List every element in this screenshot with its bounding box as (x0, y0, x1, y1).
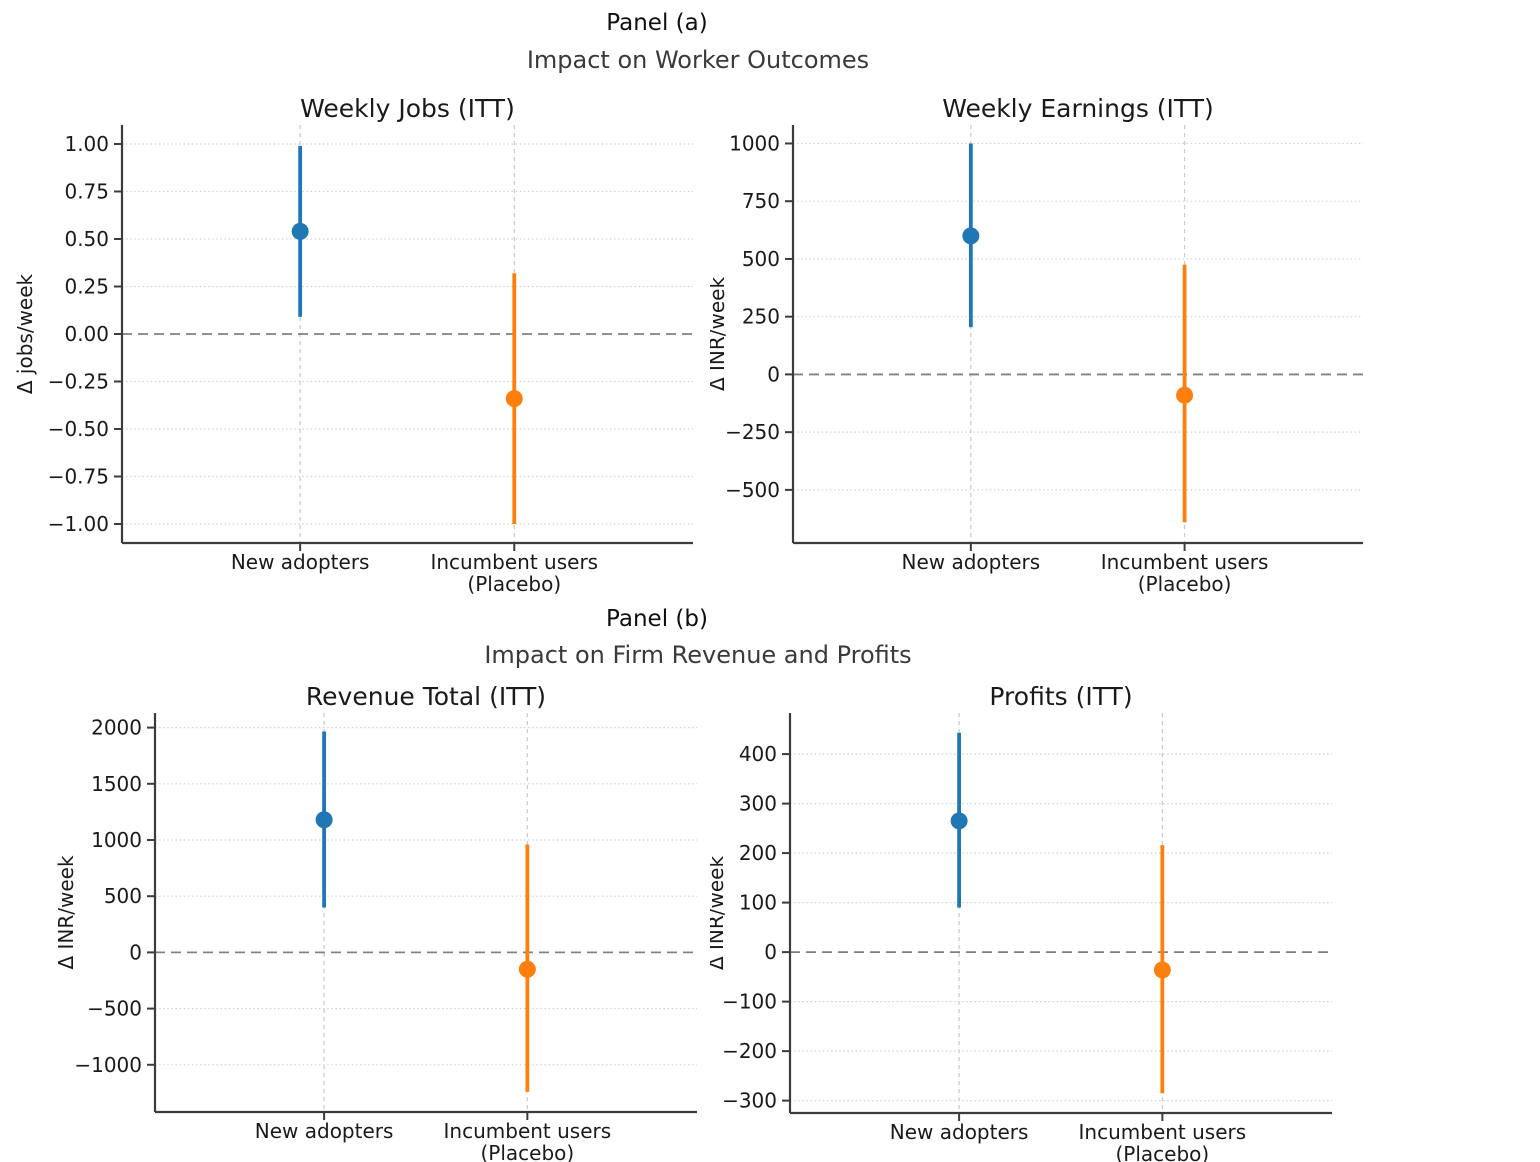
y-tick-label: 250 (742, 305, 780, 329)
y-tick-label: −0.25 (48, 370, 109, 394)
point-marker (1153, 961, 1171, 979)
x-tick-label: New adopters (890, 1120, 1029, 1144)
x-tick-label: New adopters (255, 1119, 394, 1143)
chart-weekly-earnings: 1000 750 500 250 0 −250 −500 New adopters Incumb… (705, 88, 1390, 600)
y-tick-label: 400 (739, 742, 777, 766)
y-tick-label: −200 (722, 1039, 777, 1063)
y-tick-label: −500 (87, 997, 142, 1021)
point-marker (505, 390, 523, 408)
chart-profits: 400 300 200 100 0 −100 −200 −300 New adopters Inc… (704, 645, 1390, 1162)
point-marker (315, 811, 333, 829)
x-tick-label: New adopters (902, 550, 1041, 574)
x-tick-label: (Placebo) (467, 572, 561, 596)
x-tick-label: (Placebo) (1115, 1142, 1209, 1162)
chart-canvas: 2000 1500 1000 500 0 −500 −1000 New adopters Inc… (54, 682, 697, 1162)
y-tick-label: 0 (767, 362, 780, 386)
y-tick-label: 1.00 (64, 132, 109, 156)
point-marker (962, 227, 980, 245)
y-tick-label: −1000 (74, 1053, 142, 1077)
y-axis-label: Δ INR/week (54, 855, 78, 970)
y-tick-label: 0 (129, 940, 142, 964)
y-tick-label: −0.75 (48, 465, 109, 489)
y-tick-label: 2000 (91, 716, 142, 740)
chart-canvas: 1.00 0.75 0.50 0.25 0.00 −0.25 −0.50 −0.75 −1.00… (13, 94, 693, 596)
y-tick-label: 1000 (91, 828, 142, 852)
y-tick-label: −0.50 (48, 417, 109, 441)
y-axis-label: Δ INR/week (710, 856, 728, 971)
panel-b-subtitle: Impact on Firm Revenue and Profits (484, 641, 912, 669)
chart-title: Revenue Total (ITT) (306, 682, 546, 711)
y-tick-label: 300 (739, 792, 777, 816)
x-tick-label: New adopters (231, 550, 370, 574)
y-tick-label: −1.00 (48, 512, 109, 536)
chart-canvas: 400 300 200 100 0 −100 −200 −300 New adopters Inc… (704, 682, 1332, 1162)
y-tick-label: 500 (104, 884, 142, 908)
chart-canvas: 1000 750 500 250 0 −250 −500 New adopters Incumb… (705, 94, 1363, 596)
panel-a-label: Panel (a) (606, 10, 708, 36)
panel-a-subtitle: Impact on Worker Outcomes (526, 46, 870, 74)
x-tick-label: Incumbent users (1101, 550, 1269, 574)
x-tick-label: Incumbent users (430, 550, 598, 574)
y-tick-label: 750 (742, 189, 780, 213)
y-tick-label: 0.25 (64, 275, 109, 299)
y-tick-label: 100 (739, 891, 777, 915)
chart-weekly-jobs: 1.00 0.75 0.50 0.25 0.00 −0.25 −0.50 −0.75 −1.00… (0, 88, 710, 600)
y-axis-label: Δ jobs/week (13, 273, 37, 394)
panel-b-label: Panel (b) (606, 606, 708, 632)
x-tick-label: Incumbent users (444, 1119, 612, 1143)
y-tick-label: −100 (722, 990, 777, 1014)
x-tick-label: (Placebo) (1138, 572, 1232, 596)
y-tick-label: −250 (725, 420, 780, 444)
y-tick-label: 0.50 (64, 227, 109, 251)
chart-title: Profits (ITT) (989, 682, 1132, 711)
point-marker (1176, 386, 1194, 404)
point-marker (518, 960, 536, 978)
chart-title: Weekly Jobs (ITT) (300, 94, 515, 123)
y-tick-label: 500 (742, 247, 780, 271)
y-tick-label: 1000 (729, 131, 780, 155)
point-marker (950, 812, 968, 830)
chart-revenue-total: 2000 1500 1000 500 0 −500 −1000 New adopters Inc… (0, 645, 710, 1162)
y-tick-label: 0.75 (64, 180, 109, 204)
x-tick-label: Incumbent users (1079, 1120, 1247, 1144)
y-tick-label: −500 (725, 478, 780, 502)
chart-title: Weekly Earnings (ITT) (942, 94, 1214, 123)
y-tick-label: 1500 (91, 772, 142, 796)
point-marker (291, 222, 309, 240)
x-tick-label: (Placebo) (480, 1141, 574, 1162)
y-tick-label: 0.00 (64, 322, 109, 346)
y-tick-label: −300 (722, 1089, 777, 1113)
y-tick-label: 0 (764, 940, 777, 964)
y-axis-label: Δ INR/week (710, 277, 729, 392)
y-tick-label: 200 (739, 841, 777, 865)
